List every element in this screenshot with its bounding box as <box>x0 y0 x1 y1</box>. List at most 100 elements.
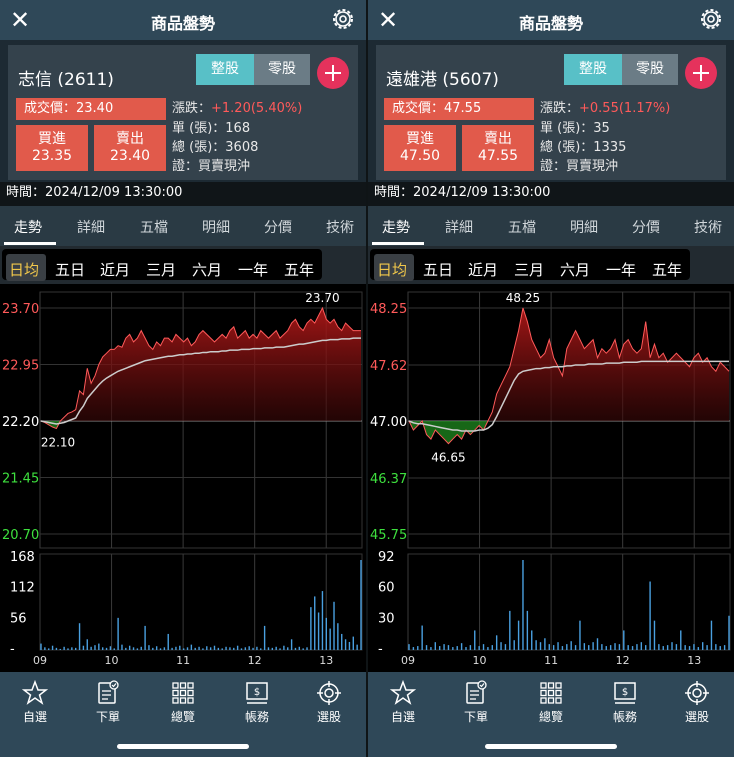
add-watchlist-button[interactable] <box>317 57 349 89</box>
range-5y[interactable]: 五年 <box>284 261 315 279</box>
price-tick-label: 22.95 <box>2 359 39 374</box>
nav-account[interactable]: $ 帳務 <box>600 680 650 725</box>
tab-price-dist[interactable]: 分價 <box>264 220 292 236</box>
tab-trend[interactable]: 走勢 <box>14 220 42 236</box>
tab-five-levels[interactable]: 五檔 <box>140 220 168 236</box>
volume-bar <box>179 645 181 650</box>
range-5y[interactable]: 五年 <box>652 261 683 279</box>
tab-trend[interactable]: 走勢 <box>382 220 410 236</box>
trade-price: 成交價：23.40 <box>16 98 166 120</box>
close-icon[interactable]: ✕ <box>378 6 399 34</box>
nav-overview[interactable]: 總覽 <box>526 680 576 725</box>
range-6m[interactable]: 六月 <box>560 261 591 279</box>
volume-bar <box>132 647 135 650</box>
volume-bar <box>566 644 568 650</box>
x-tick-label: 12 <box>616 654 630 667</box>
range-1y[interactable]: 一年 <box>238 261 269 279</box>
volume-bar <box>443 644 445 650</box>
volume-bar <box>82 645 85 650</box>
intraday-chart[interactable]: 09 10 11 12 13 48.25 47.62 47.00 46.37 45.75 48.25… <box>368 284 734 672</box>
sell-button[interactable]: 賣出 47.55 <box>462 125 534 171</box>
volume-bar <box>478 646 480 650</box>
nav-order[interactable]: 下單 <box>451 680 501 725</box>
buy-button[interactable]: 買進 47.50 <box>384 125 456 171</box>
nav-watchlist[interactable]: 自選 <box>378 680 428 725</box>
stock-name[interactable]: 遠雄港 (5607) <box>386 70 499 90</box>
volume-bar <box>148 645 150 650</box>
nav-screener[interactable]: 選股 <box>672 680 722 725</box>
tab-technical[interactable]: 技術 <box>694 220 722 236</box>
time-stamp: 時間：2024/12/09 13:30:00 <box>368 182 734 206</box>
volume-bar <box>557 642 559 650</box>
volume-bar <box>352 636 354 650</box>
whole-lot-tab[interactable]: 整股 <box>196 54 254 85</box>
whole-lot-tab[interactable]: 整股 <box>564 54 622 85</box>
odd-lot-tab[interactable]: 零股 <box>254 54 310 85</box>
tab-trades[interactable]: 明細 <box>202 220 230 236</box>
tab-price-dist[interactable]: 分價 <box>632 220 660 236</box>
volume-bar <box>474 630 476 650</box>
volume-bar <box>715 644 717 650</box>
nav-watchlist[interactable]: 自選 <box>10 680 60 725</box>
range-3m[interactable]: 三月 <box>146 261 177 279</box>
range-intraday[interactable]: 日均 <box>377 261 408 279</box>
quote-area: 遠雄港 (5607) 整股 零股 成交價：47.55 買進 47.50 賣出 4… <box>368 40 734 182</box>
x-tick-label: 10 <box>473 654 487 667</box>
nav-label: 下單 <box>95 710 120 724</box>
change-row: 漲跌：+0.55(1.17%) <box>540 97 670 116</box>
gear-icon[interactable] <box>698 6 724 32</box>
sell-button[interactable]: 賣出 23.40 <box>94 125 166 171</box>
close-icon[interactable]: ✕ <box>10 6 31 34</box>
odd-lot-tab[interactable]: 零股 <box>622 54 678 85</box>
volume-bar <box>728 615 730 650</box>
range-selector: 日均 五日 近月 三月 六月 一年 五年 <box>370 249 690 281</box>
range-bar: 日均 五日 近月 三月 六月 一年 五年 <box>368 246 734 284</box>
intraday-chart[interactable]: 09 10 11 12 13 23.70 22.95 22.20 21.45 20.70 23.70… <box>0 284 366 672</box>
volume-bar <box>263 625 266 650</box>
gear-icon[interactable] <box>330 6 356 32</box>
range-5d[interactable]: 五日 <box>55 261 86 279</box>
volume-bar <box>206 646 208 650</box>
range-1m[interactable]: 近月 <box>468 261 499 279</box>
range-1y[interactable]: 一年 <box>606 261 637 279</box>
volume-bar <box>329 628 331 650</box>
header-bar: ✕ 商品盤勢 <box>368 0 734 40</box>
volume-bar <box>596 638 599 650</box>
volume-bar <box>44 647 46 650</box>
tab-trades[interactable]: 明細 <box>570 220 598 236</box>
buy-label: 買進 <box>406 131 434 147</box>
stock-panel-right: ✕ 商品盤勢 遠雄港 (5607) 整股 零股 成交價：47.55 買進 47.… <box>368 0 734 757</box>
tab-technical[interactable]: 技術 <box>326 220 354 236</box>
nav-account[interactable]: $ 帳務 <box>232 680 282 725</box>
tab-detail[interactable]: 詳細 <box>445 220 473 236</box>
buy-button[interactable]: 買進 23.35 <box>16 125 88 171</box>
x-tick-label: 11 <box>544 654 558 667</box>
volume-tick-label: 56 <box>10 611 27 626</box>
range-intraday[interactable]: 日均 <box>9 261 40 279</box>
volume-bar <box>583 643 586 650</box>
volume-bar <box>248 646 250 650</box>
range-6m[interactable]: 六月 <box>192 261 223 279</box>
volume-bar <box>105 647 108 650</box>
tab-detail[interactable]: 詳細 <box>77 220 105 236</box>
volume-panel-frame <box>39 553 363 651</box>
tab-five-levels[interactable]: 五檔 <box>508 220 536 236</box>
volume-bar <box>417 646 419 650</box>
volume-bar <box>653 620 656 650</box>
range-5d[interactable]: 五日 <box>423 261 454 279</box>
x-tick-label: 13 <box>687 654 701 667</box>
stock-name[interactable]: 志信 (2611) <box>18 70 114 90</box>
add-watchlist-button[interactable] <box>685 57 717 89</box>
volume-bar <box>125 647 127 650</box>
home-indicator[interactable] <box>117 744 249 749</box>
range-1m[interactable]: 近月 <box>100 261 131 279</box>
volume-bar <box>491 645 493 650</box>
home-indicator[interactable] <box>485 744 617 749</box>
nav-screener[interactable]: 選股 <box>304 680 354 725</box>
nav-order[interactable]: 下單 <box>83 680 133 725</box>
volume-bar <box>240 648 243 650</box>
range-3m[interactable]: 三月 <box>514 261 545 279</box>
volume-bar <box>71 647 73 650</box>
sell-label: 賣出 <box>116 131 144 147</box>
nav-overview[interactable]: 總覽 <box>158 680 208 725</box>
